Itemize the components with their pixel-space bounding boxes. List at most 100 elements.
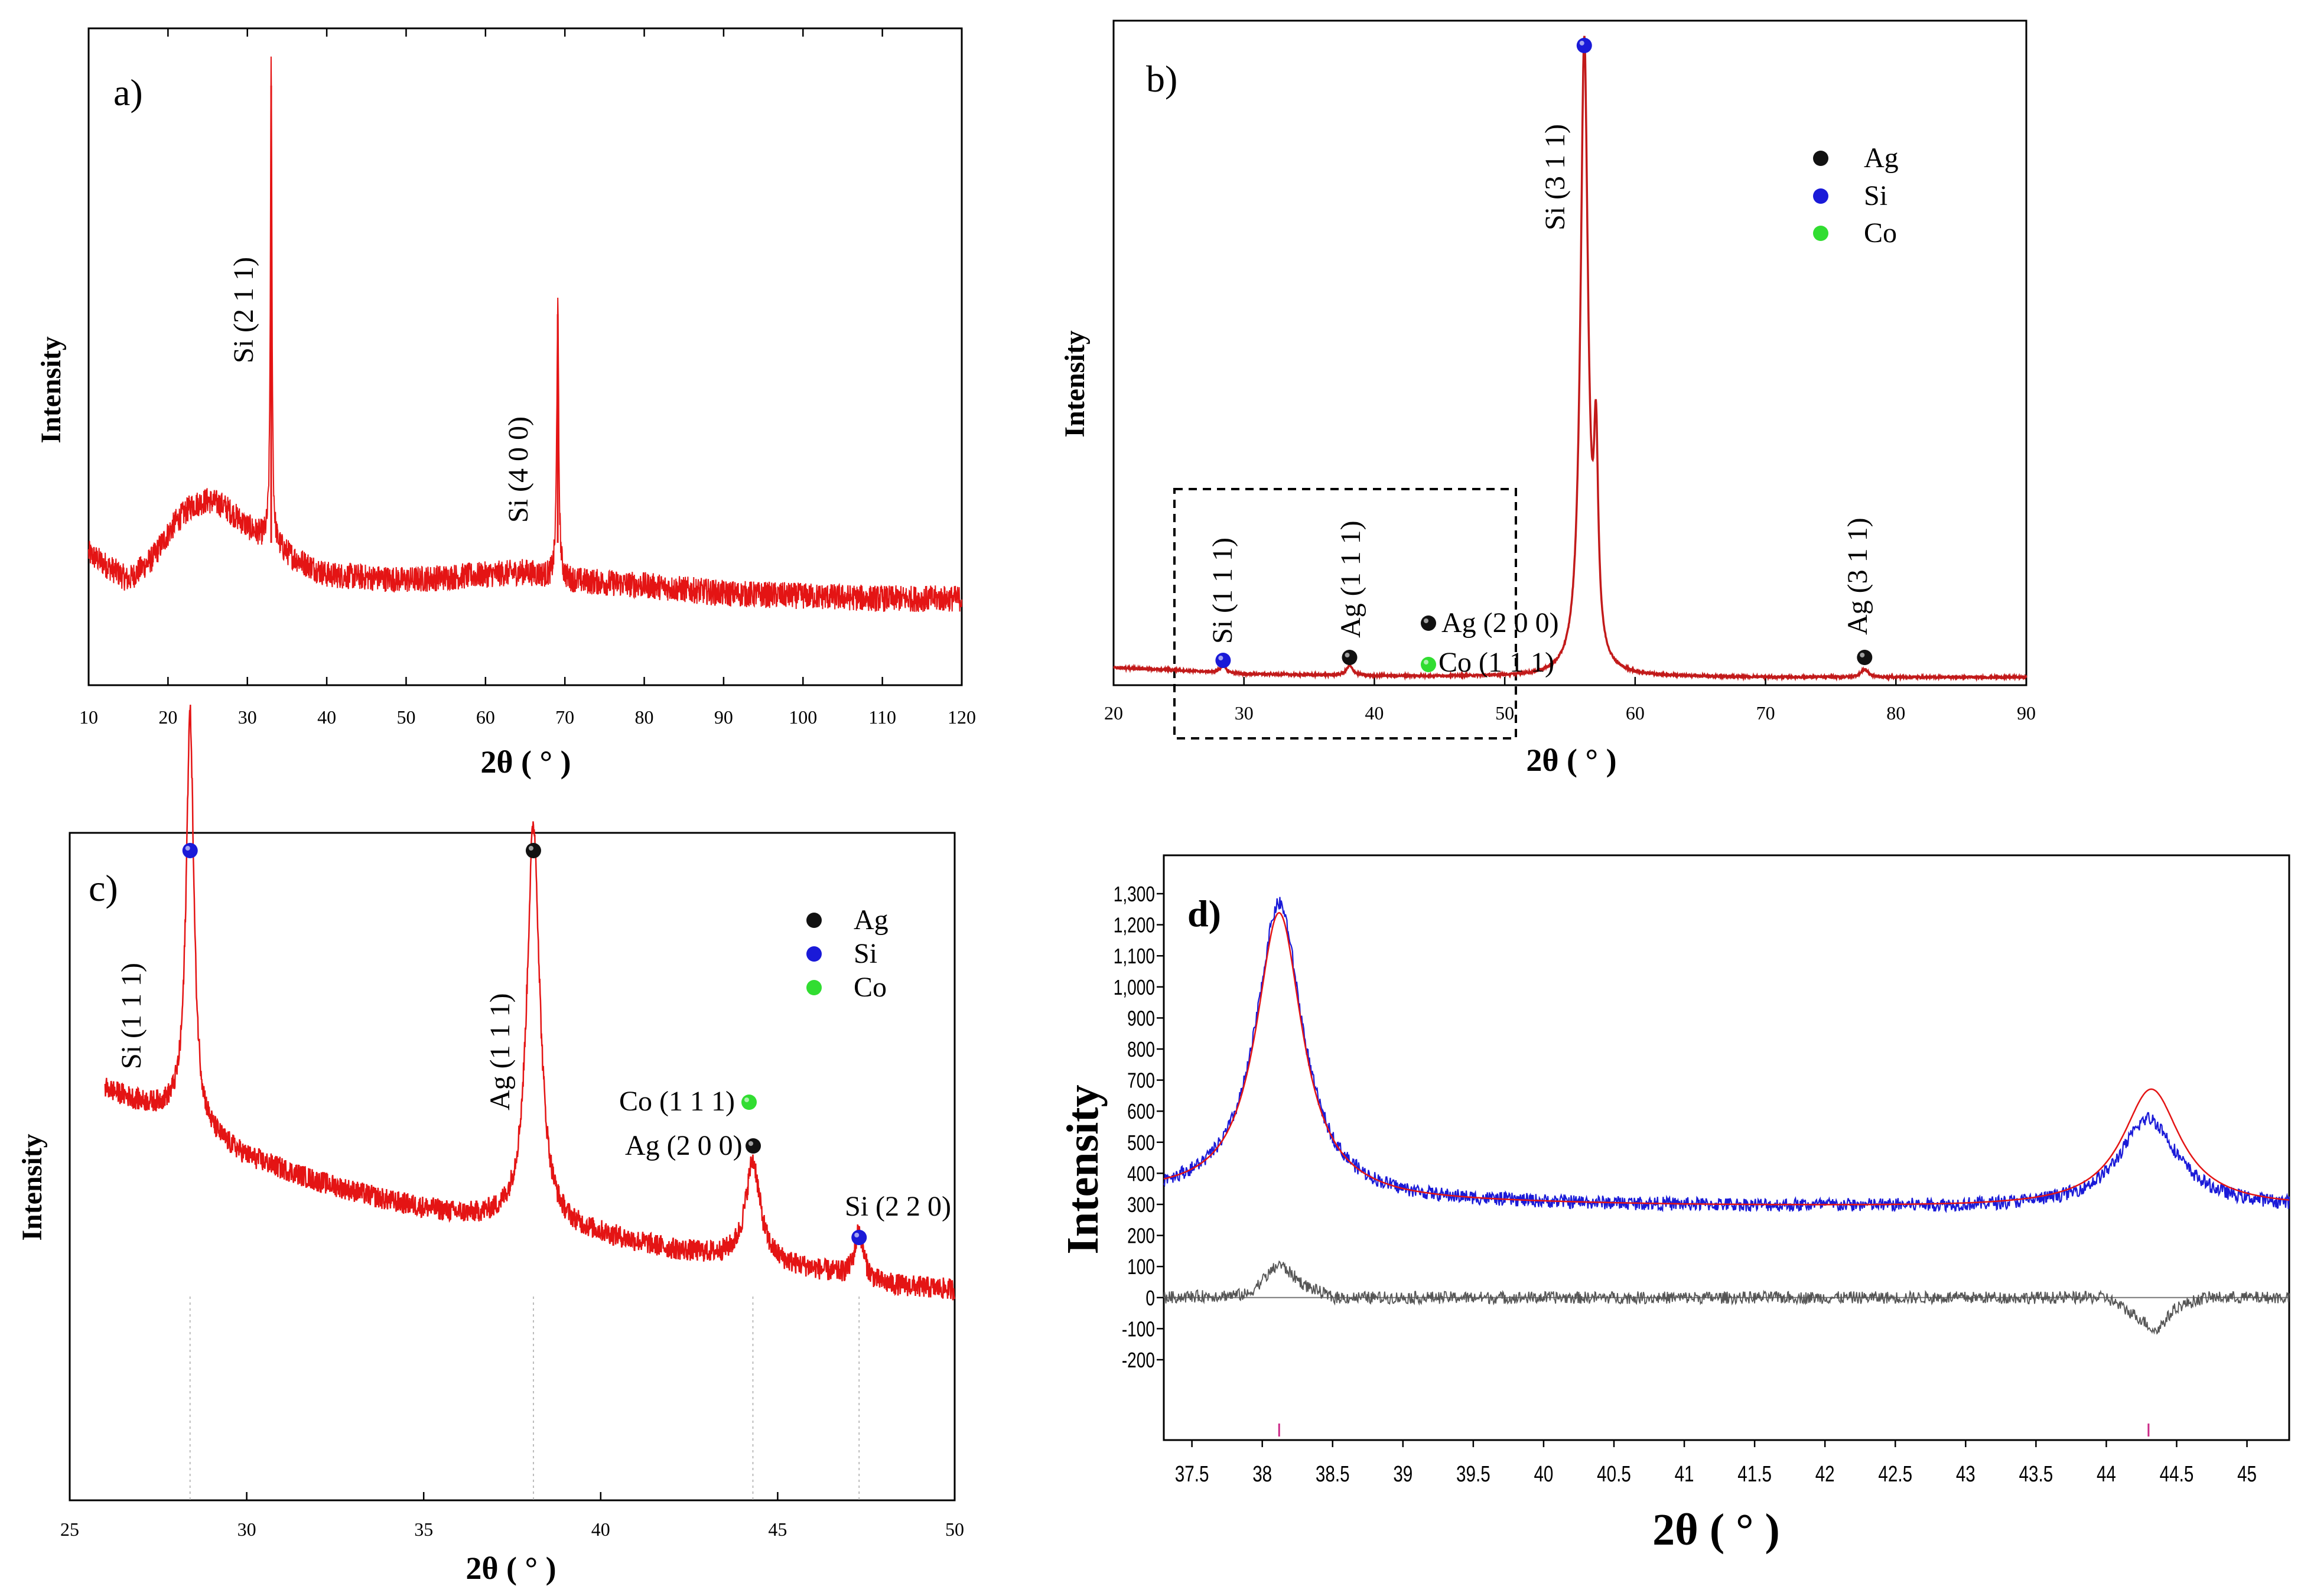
x-axis-ticks: 10 20 30 40 50 60 70 80 90 100 110 120	[79, 28, 976, 728]
y-tick-label: 500	[1127, 1131, 1155, 1154]
legend-marker-si	[806, 946, 822, 962]
y-tick-label: 1,000	[1114, 975, 1155, 999]
x-tick-label: 39.5	[1456, 1462, 1490, 1487]
panel-d: 37.5 38 38.5 39 39.5 40 40.5 41 41.5 42 42.5 43 43.5…	[1058, 854, 2290, 1555]
x-tick-label: 50	[396, 706, 415, 728]
si-marker	[182, 843, 198, 858]
peak-label: Ag (1 1 1)	[1335, 520, 1366, 638]
x-tick-label: 110	[868, 706, 896, 728]
y-tick-label: 600	[1127, 1100, 1155, 1123]
x-tick-label: 43.5	[2019, 1462, 2053, 1487]
x-tick-label: 38.5	[1316, 1462, 1350, 1487]
y-tick-label: -100	[1122, 1317, 1155, 1341]
x-tick-label: 25	[60, 1519, 79, 1540]
x-tick-label: 44	[2097, 1462, 2116, 1487]
x-tick-label: 41	[1675, 1462, 1694, 1487]
x-tick-label: 80	[635, 706, 654, 728]
x-tick-label: 50	[1495, 702, 1514, 724]
series-line	[104, 705, 956, 1301]
y-tick-label: 0	[1145, 1286, 1155, 1310]
x-tick-label: 42.5	[1878, 1462, 1912, 1487]
x-axis-ticks: 20 30 40 50 60 70 80 90	[1104, 677, 2036, 724]
panel-label: a)	[113, 71, 143, 113]
x-tick-label: 39	[1393, 1462, 1413, 1487]
peak-label: Si (1 1 1)	[1207, 538, 1238, 644]
x-axis-label: 2θ ( ° )	[1526, 742, 1616, 778]
x-tick-label: 42	[1815, 1462, 1835, 1487]
y-axis-label: Intensity	[1059, 330, 1091, 437]
x-tick-label: 30	[238, 706, 257, 728]
y-tick-label: 1,200	[1114, 913, 1155, 937]
series-line	[88, 56, 962, 612]
x-tick-label: 30	[1235, 702, 1254, 724]
y-tick-label: -200	[1122, 1349, 1155, 1372]
si-marker-highlight	[854, 1233, 860, 1237]
x-tick-label: 20	[1104, 702, 1123, 724]
y-tick-label: 300	[1127, 1193, 1155, 1217]
ag-marker-highlight	[528, 846, 533, 851]
legend-marker-si	[1813, 188, 1828, 204]
x-tick-label: 70	[555, 706, 574, 728]
calculated-line	[1163, 911, 2290, 1206]
panel-label: b)	[1146, 58, 1177, 100]
x-tick-label: 60	[1626, 702, 1645, 724]
x-tick-label: 38	[1252, 1462, 1272, 1487]
x-tick-label: 50	[945, 1519, 964, 1540]
series-line	[1113, 35, 2027, 682]
peak-label: Ag (3 1 1)	[1842, 517, 1873, 635]
peak-label: Ag (1 1 1)	[484, 993, 516, 1110]
co-marker-highlight	[744, 1097, 749, 1102]
x-tick-label: 40	[1365, 702, 1384, 724]
data-series	[88, 56, 962, 612]
ag-marker	[1857, 650, 1873, 665]
legend: Ag Si Co	[1813, 142, 1899, 249]
ag-marker-highlight	[748, 1141, 753, 1146]
legend-label: Si	[1864, 180, 1887, 211]
x-tick-label: 40	[1534, 1462, 1553, 1487]
plot-frame	[69, 832, 956, 1501]
plot-frame	[1112, 19, 2027, 686]
x-axis-ticks: 25 30 35 40 45 50	[60, 1492, 964, 1540]
x-tick-label: 10	[79, 706, 98, 728]
x-tick-label: 30	[237, 1519, 256, 1540]
x-tick-label: 45	[768, 1519, 787, 1540]
si-marker	[851, 1230, 867, 1245]
difference-line	[1163, 1260, 2290, 1335]
y-axis-label: Intensity	[17, 1134, 48, 1240]
si-marker	[1215, 653, 1231, 668]
x-tick-label: 37.5	[1175, 1462, 1209, 1487]
x-tick-label: 100	[789, 706, 817, 728]
legend-label: Ag	[854, 904, 888, 936]
ag-marker	[1342, 650, 1358, 665]
plot-frame	[87, 27, 963, 686]
legend-marker-co	[806, 980, 822, 995]
x-tick-label: 90	[2017, 702, 2036, 724]
data-series	[1163, 897, 2290, 1437]
data-series	[104, 705, 956, 1500]
y-tick-label: 200	[1127, 1224, 1155, 1248]
x-tick-label: 43	[1956, 1462, 1975, 1487]
y-tick-label: 900	[1127, 1007, 1155, 1030]
legend-marker-ag	[1813, 151, 1828, 166]
x-tick-label: 41.5	[1737, 1462, 1772, 1487]
panel-b: 20 30 40 50 60 70 80 90 b) Si (3 1 1) Si (1 1 1…	[1059, 19, 2036, 778]
y-axis-label: Intensity	[35, 336, 67, 443]
zoom-region-box	[1173, 488, 1517, 740]
peak-label: Ag (2 0 0)	[1441, 607, 1559, 639]
axis-ticks: 37.5 38 38.5 39 39.5 40 40.5 41 41.5 42 42.5 43 43.5…	[1114, 882, 2257, 1487]
ag-marker	[525, 843, 541, 858]
x-tick-label: 90	[714, 706, 733, 728]
ag-marker	[746, 1138, 761, 1154]
peak-label: Co (1 1 1)	[1438, 647, 1554, 678]
y-tick-label: 100	[1127, 1255, 1155, 1279]
legend-marker-ag	[806, 913, 822, 928]
legend-label: Co	[1864, 217, 1897, 249]
peak-label: Si (1 1 1)	[116, 963, 147, 1069]
y-tick-label: 1,300	[1114, 882, 1155, 906]
panel-c: 25 30 35 40 45 50 c) Si (1 1 1) Ag (1 1 1) Co…	[17, 705, 964, 1586]
si-marker-highlight	[1218, 656, 1223, 660]
si-marker-highlight	[185, 846, 190, 851]
peak-label: Si (4 0 0)	[503, 416, 534, 523]
plot-frame	[1163, 854, 2290, 1441]
x-axis-label: 2θ ( ° )	[466, 1551, 556, 1586]
